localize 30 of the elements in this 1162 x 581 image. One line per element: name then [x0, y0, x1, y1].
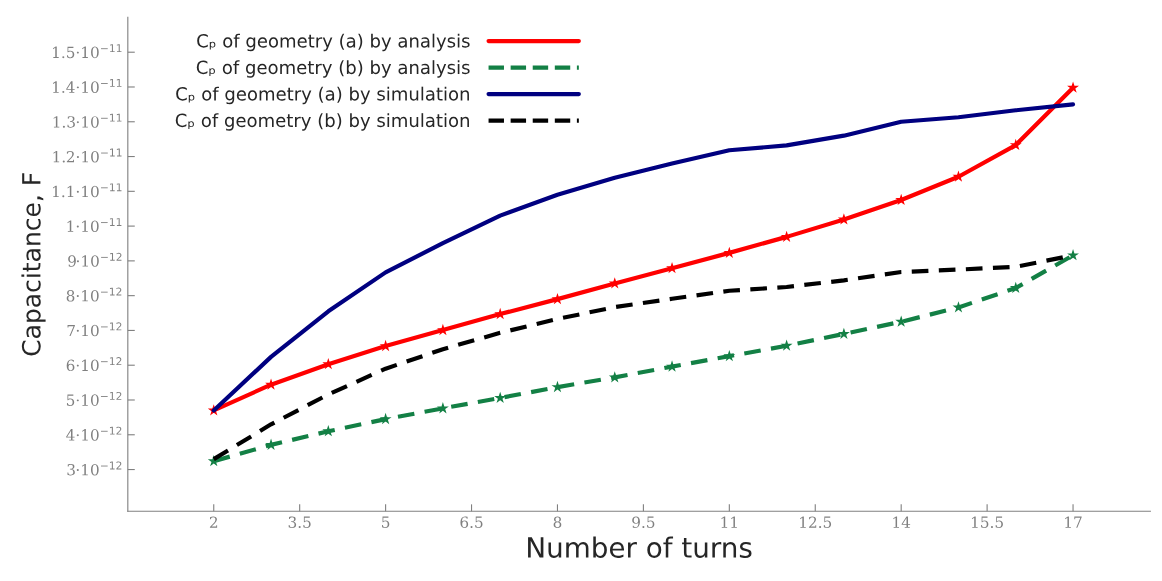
- legend-label: Cₚ of geometry (a) by analysis: [197, 33, 470, 52]
- y-tick-label: 1·10$^{−11}$: [67, 218, 122, 233]
- y-tick-label: 9·10$^{−12}$: [68, 252, 122, 267]
- y-tick-label: 1.2·10$^{−11}$: [53, 148, 122, 163]
- y-tick-label: 1.5·10$^{−11}$: [53, 44, 122, 59]
- y-tick-label: 1.1·10$^{−11}$: [53, 183, 122, 198]
- x-tick-label: 15.5: [971, 516, 1003, 528]
- y-tick-label: 1.4·10$^{−11}$: [53, 79, 122, 93]
- x-tick-label: 3.5: [288, 516, 311, 528]
- y-tick-label: 7·10$^{−12}$: [67, 322, 122, 337]
- x-tick-label: 8: [553, 516, 562, 528]
- y-tick-label: 6·10$^{−12}$: [66, 357, 122, 372]
- x-tick-label: 12.5: [800, 516, 832, 528]
- y-axis-title: Capacitance, F: [21, 173, 46, 356]
- legend-label: Cₚ of geometry (a) by simulation: [176, 86, 469, 105]
- y-tick-label: 4·10$^{−12}$: [66, 426, 122, 441]
- legend-label: Cₚ of geometry (b) by simulation: [175, 113, 469, 131]
- y-tick-label: 3·10$^{−12}$: [67, 461, 122, 476]
- x-tick-label: 14: [893, 516, 911, 528]
- x-tick-label: 9.5: [632, 516, 655, 528]
- x-tick-label: 11: [721, 516, 737, 528]
- y-tick-label: 8·10$^{−12}$: [66, 287, 122, 302]
- x-tick-label: 17: [1065, 516, 1082, 528]
- x-axis-title: Number of turns: [528, 536, 752, 558]
- x-tick-label: 5: [382, 516, 390, 528]
- y-tick-label: 5·10$^{−12}$: [66, 391, 122, 406]
- x-tick-label: 2: [209, 516, 218, 528]
- y-tick-label: 1.3·10$^{−11}$: [53, 113, 122, 128]
- x-tick-label: 6.5: [460, 516, 483, 528]
- legend-label: Cₚ of geometry (b) by analysis: [196, 60, 470, 78]
